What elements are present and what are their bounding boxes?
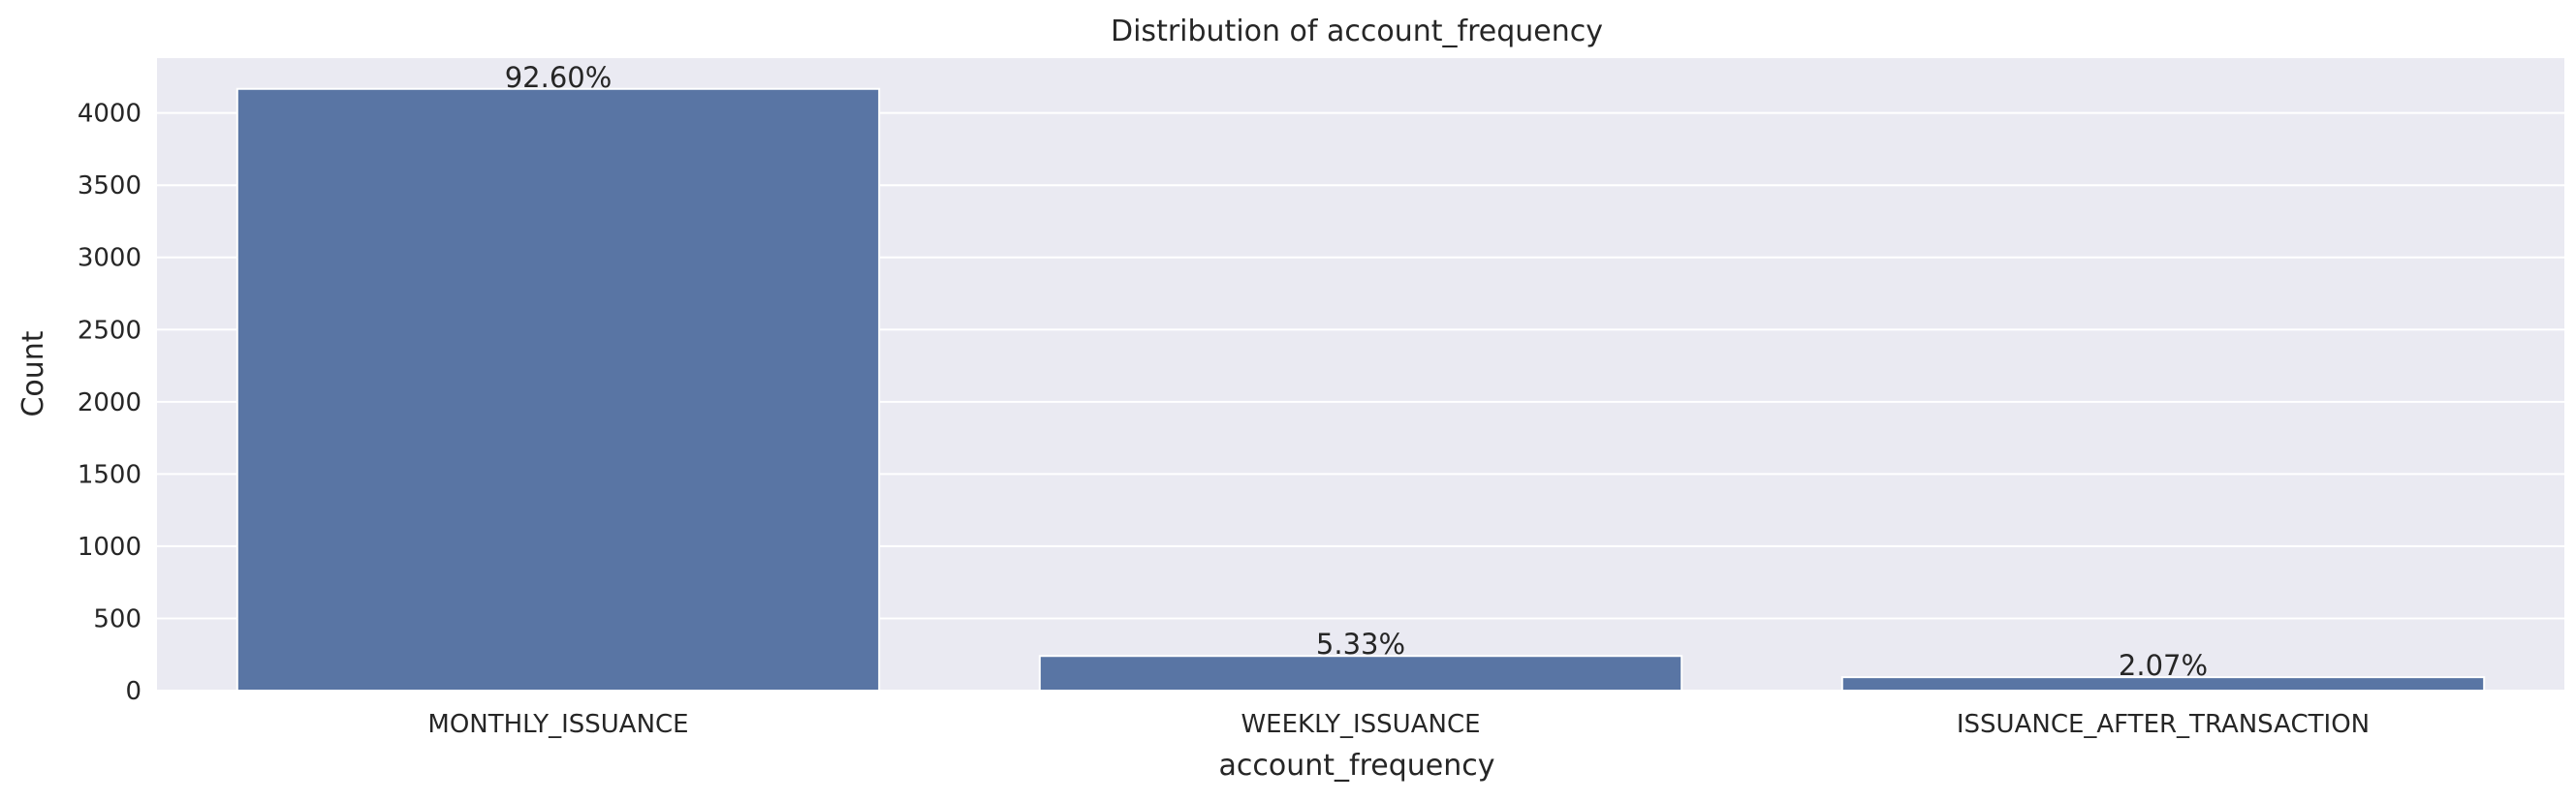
chart-title: Distribution of account_frequency	[1111, 15, 1603, 48]
data-label: 5.33%	[1316, 628, 1405, 661]
bar	[1840, 676, 2486, 693]
data-labels: 92.60% 5.33% 2.07%	[505, 61, 2208, 682]
y-tick-label: 500	[93, 604, 141, 633]
y-axis-ticks: 0 500 1000 1500 2000 2500 3000 3500 4000	[78, 100, 141, 706]
bar	[236, 87, 881, 692]
data-label: 2.07%	[2119, 649, 2208, 682]
y-tick-label: 1000	[78, 533, 141, 562]
y-tick-label: 3000	[78, 244, 141, 273]
y-tick-label: 2500	[78, 316, 141, 345]
x-tick-label: MONTHLY_ISSUANCE	[427, 710, 688, 739]
bars	[236, 87, 2486, 693]
x-axis-label: account_frequency	[1219, 749, 1495, 783]
y-tick-label: 0	[125, 677, 141, 706]
data-label: 92.60%	[505, 61, 613, 94]
y-tick-label: 4000	[78, 100, 141, 129]
x-axis-ticks: MONTHLY_ISSUANCE WEEKLY_ISSUANCE ISSUANCE_…	[427, 710, 2370, 739]
y-tick-label: 1500	[78, 460, 141, 489]
x-tick-label: ISSUANCE_AFTER_TRANSACTION	[1957, 710, 2370, 739]
x-tick-label: WEEKLY_ISSUANCE	[1241, 710, 1480, 739]
y-tick-label: 3500	[78, 171, 141, 200]
y-axis-label: Count	[16, 330, 50, 416]
bar	[1038, 655, 1683, 692]
y-tick-label: 2000	[78, 388, 141, 417]
